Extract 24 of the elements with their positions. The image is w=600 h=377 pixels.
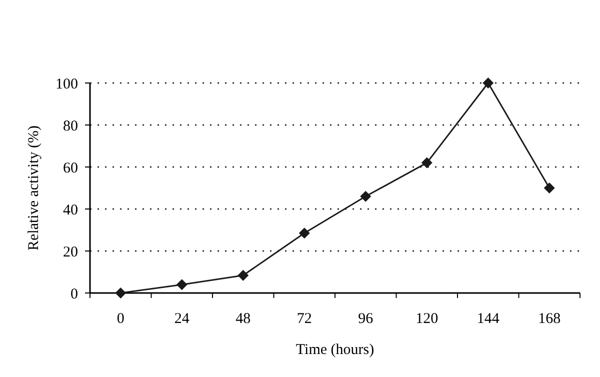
point (360, 190, 372, 202)
x-axis-title: Time (hours) (296, 342, 374, 358)
y-tick-label: 80 (63, 118, 78, 134)
point (482, 78, 494, 88)
y-tick-label: 0 (70, 286, 78, 302)
y-tick-label: 20 (63, 244, 78, 260)
x-tick-label: 24 (174, 311, 190, 327)
y-tick-label: 40 (63, 202, 78, 218)
x-tick-label: 72 (296, 311, 312, 327)
y-axis-title: Relative activity (%) (26, 126, 42, 250)
point (298, 228, 310, 239)
x-tick-label: 144 (476, 311, 500, 327)
point (544, 182, 555, 194)
x-tick-label: 96 (358, 311, 374, 327)
point (238, 270, 249, 281)
y-tick-label: 100 (56, 76, 78, 92)
x-tick-label: 0 (116, 311, 124, 327)
point (115, 288, 126, 298)
x-tick-label: 120 (416, 311, 438, 327)
x-tick-label: 168 (538, 311, 561, 327)
point (421, 157, 432, 168)
point (176, 279, 188, 290)
x-tick-label: 48 (236, 311, 251, 327)
y-tick-label: 60 (63, 160, 78, 176)
